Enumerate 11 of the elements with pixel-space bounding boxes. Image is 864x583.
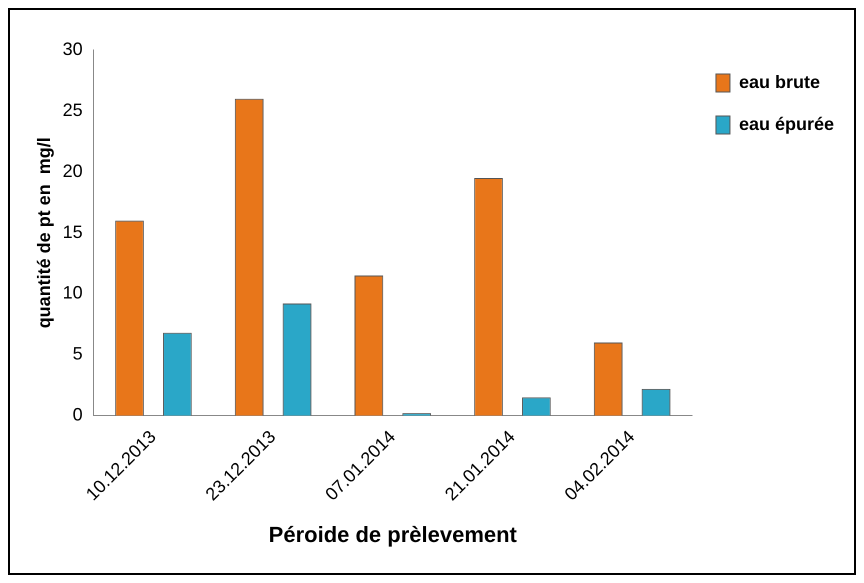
y-tick-label: 25 [62,100,83,120]
y-tick-label: 10 [62,282,83,303]
legend-label: eau brute [738,72,820,92]
y-tick-label: 20 [62,160,83,181]
y-tick-label: 0 [72,404,83,425]
y-tick-label: 30 [62,38,83,59]
y-tick-label: 5 [72,344,83,364]
legend-label: eau épurée [738,114,834,134]
y-tick-label: 15 [62,222,83,242]
x-axis-title: Péroide de prèlevement [268,522,518,547]
y-axis-title: quantité de pt en mg/l [34,137,54,328]
